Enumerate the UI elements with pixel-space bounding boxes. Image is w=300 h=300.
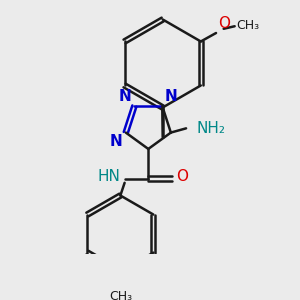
Text: N: N — [165, 89, 178, 104]
Text: O: O — [218, 16, 230, 31]
Text: N: N — [119, 89, 132, 104]
Text: CH₃: CH₃ — [109, 290, 132, 300]
Text: NH₂: NH₂ — [196, 121, 225, 136]
Text: O: O — [176, 169, 188, 184]
Text: N: N — [110, 134, 122, 149]
Text: HN: HN — [98, 169, 120, 184]
Text: CH₃: CH₃ — [236, 19, 260, 32]
